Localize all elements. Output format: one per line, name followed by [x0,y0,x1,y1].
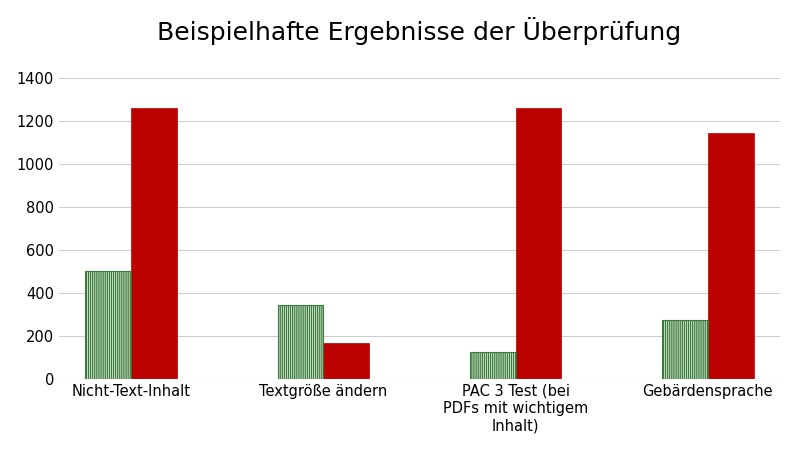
Bar [86,271,131,378]
Bar [86,271,131,378]
Bar [470,351,516,378]
Bar [278,305,323,378]
Bar [662,320,708,378]
Title: Beispielhafte Ergebnisse der Überprüfung: Beispielhafte Ergebnisse der Überprüfung [158,17,682,45]
Bar [708,133,754,378]
Bar [662,320,708,378]
Bar [131,108,177,378]
Bar [470,351,516,378]
Bar [516,108,562,378]
Bar [278,305,323,378]
Bar [323,343,369,378]
